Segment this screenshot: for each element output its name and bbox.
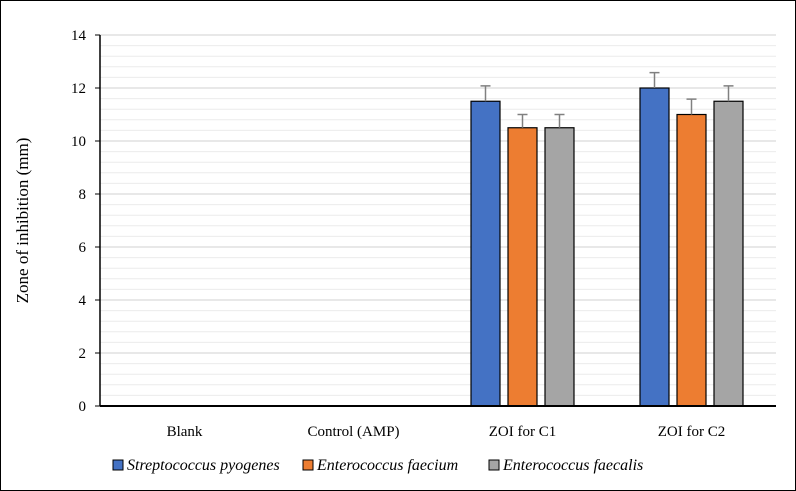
bar [676,113,707,407]
x-tick-label: Control (AMP) [307,424,399,440]
x-tick-label: Blank [167,424,203,440]
legend-swatch [488,459,500,471]
bar [470,100,501,407]
legend: Streptococcus pyogenes Enterococcus faeci… [112,457,643,474]
y-axis-label: Zone of inhibition (mm) [13,138,32,304]
y-tick-label: 4 [79,293,87,309]
legend-swatch [302,459,314,471]
y-tick-labels: 0 2 4 6 8 10 12 14 [71,28,87,415]
axes-layer [95,34,776,407]
y-tick-label: 2 [79,346,87,362]
legend-label: Enterococcus faecium [316,457,458,474]
legend-label: Streptococcus pyogenes [127,457,280,474]
y-tick-label: 6 [79,240,87,256]
bar [544,127,575,407]
legend-swatch [112,459,124,471]
y-tick-label: 10 [71,134,86,150]
bar [713,100,744,407]
x-tick-labels: Blank Control (AMP) ZOI for C1 ZOI for C2 [167,424,726,440]
y-tick-label: 8 [79,187,87,203]
y-tick-label: 12 [71,81,86,97]
x-tick-label: ZOI for C1 [489,424,557,440]
y-tick-label: 14 [71,28,87,44]
grid-lines [100,34,776,396]
bar [639,87,670,407]
bar [507,127,538,407]
bars-layer [470,71,744,407]
y-tick-label: 0 [79,399,87,415]
legend-label: Enterococcus faecalis [502,457,643,474]
x-tick-label: ZOI for C2 [658,424,726,440]
